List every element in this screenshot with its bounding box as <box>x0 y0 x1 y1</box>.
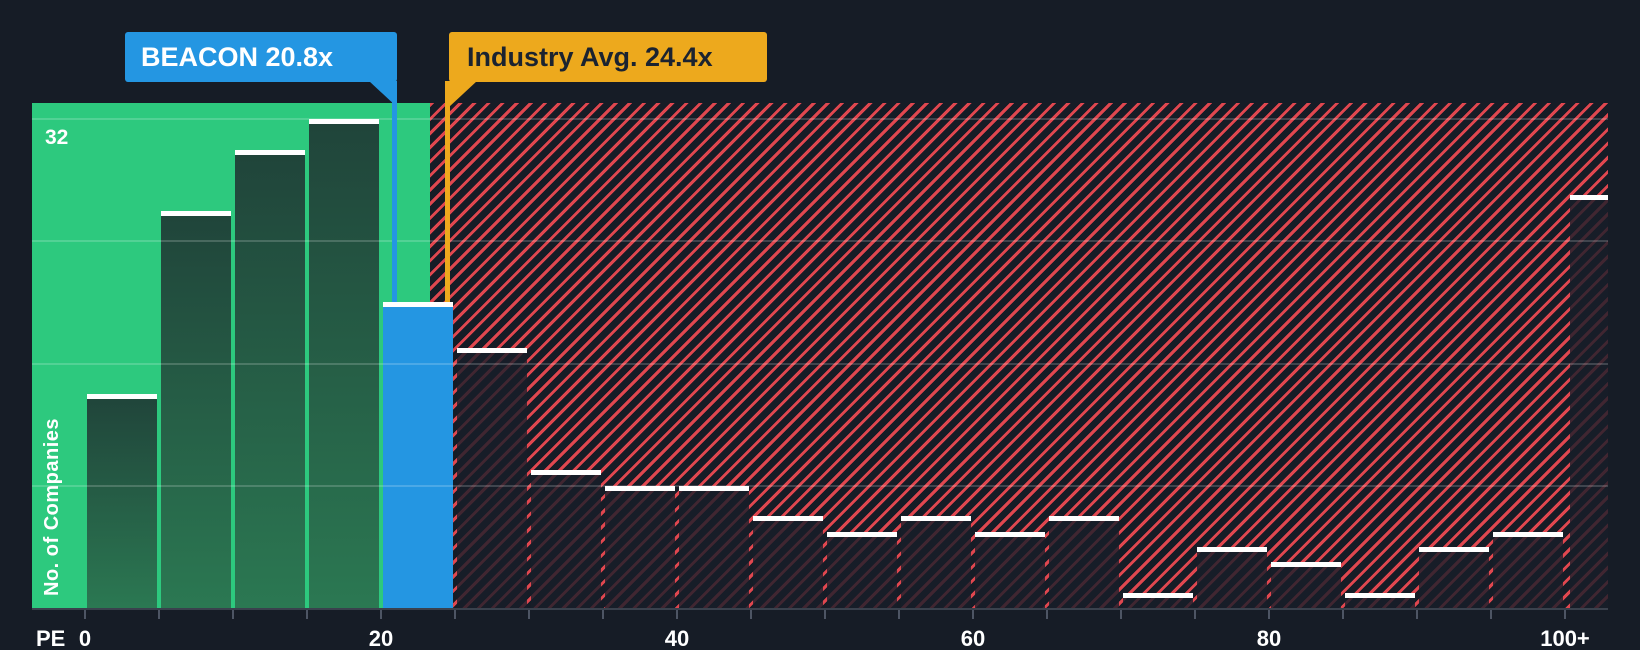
x-axis-tick-25 <box>454 610 456 619</box>
histogram-bar-pe-40-45[interactable] <box>678 485 749 608</box>
x-axis-tick-label-40: 40 <box>664 626 690 650</box>
y-gridline-24 <box>32 240 1608 243</box>
x-axis-tick-50 <box>824 610 826 619</box>
x-axis-tick-15 <box>306 610 308 619</box>
industry-avg-marker-line <box>445 81 451 303</box>
industry-avg-callout: Industry Avg. 24.4x <box>449 32 767 82</box>
expensive-pe-hatched-band <box>430 103 1608 608</box>
histogram-bar-pe-95-100[interactable] <box>1492 531 1563 608</box>
x-axis-tick-100 <box>1564 610 1566 619</box>
x-axis-title: PE <box>36 626 66 650</box>
histogram-bar-pe-0-5[interactable] <box>86 394 157 608</box>
x-axis-tick-85 <box>1342 610 1344 619</box>
y-axis-max-label: 32 <box>45 126 69 149</box>
x-axis-tick-70 <box>1120 610 1122 619</box>
x-axis-tick-65 <box>1046 610 1048 619</box>
x-axis-tick-label-100plus: 100+ <box>1540 626 1590 650</box>
x-axis-tick-45 <box>750 610 752 619</box>
x-axis-line <box>32 608 1608 610</box>
histogram-bar-pe-55-60[interactable] <box>900 516 971 608</box>
y-axis-title: No. of Companies <box>41 417 63 596</box>
histogram-bar-pe-20-25[interactable] <box>382 302 453 608</box>
histogram-bar-pe-15-20[interactable] <box>308 119 379 608</box>
x-axis-tick-35 <box>602 610 604 619</box>
x-axis-tick-90 <box>1416 610 1418 619</box>
beacon-marker-line <box>391 81 397 303</box>
x-axis-tick-95 <box>1490 610 1492 619</box>
histogram-bar-pe-10-15[interactable] <box>234 149 305 608</box>
y-gridline-8 <box>32 484 1608 487</box>
x-axis-tick-0 <box>84 610 86 619</box>
x-axis-tick-label-80: 80 <box>1256 626 1282 650</box>
x-axis-tick-10 <box>232 610 234 619</box>
beacon-callout: BEACON 20.8x <box>125 32 397 82</box>
x-axis-tick-40 <box>676 610 678 619</box>
x-axis-tick-55 <box>898 610 900 619</box>
histogram-bar-pe-90-95[interactable] <box>1418 546 1489 608</box>
histogram-bar-pe-50-55[interactable] <box>826 531 897 608</box>
industry-avg-callout-pointer <box>449 81 477 107</box>
histogram-bar-pe-60-65[interactable] <box>974 531 1045 608</box>
x-axis-tick-30 <box>528 610 530 619</box>
x-axis-tick-75 <box>1194 610 1196 619</box>
x-axis-tick-5 <box>158 610 160 619</box>
y-gridline-32 <box>32 118 1608 120</box>
histogram-bar-pe-65-70[interactable] <box>1048 516 1119 608</box>
x-axis-tick-label-20: 20 <box>368 626 394 650</box>
x-axis-tick-60 <box>972 610 974 619</box>
histogram-bar-pe-5-10[interactable] <box>160 210 231 608</box>
y-gridline-16 <box>32 362 1608 365</box>
beacon-callout-pointer <box>369 81 397 107</box>
histogram-bar-pe-25-30[interactable] <box>456 348 527 608</box>
x-axis-tick-20 <box>380 610 382 619</box>
histogram-bar-pe-70-75[interactable] <box>1122 592 1193 608</box>
histogram-bar-pe-75-80[interactable] <box>1196 546 1267 608</box>
histogram-bar-pe-80-85[interactable] <box>1270 562 1341 608</box>
histogram-bar-pe-85-90[interactable] <box>1344 592 1415 608</box>
histogram-bar-pe-45-50[interactable] <box>752 516 823 608</box>
x-axis-tick-80 <box>1268 610 1270 619</box>
x-axis-tick-label-60: 60 <box>960 626 986 650</box>
x-axis-tick-label-0: 0 <box>78 626 92 650</box>
histogram-bar-pe-100plus[interactable] <box>1570 195 1608 608</box>
histogram-bar-pe-35-40[interactable] <box>604 485 675 608</box>
histogram-bar-pe-30-35[interactable] <box>530 470 601 608</box>
